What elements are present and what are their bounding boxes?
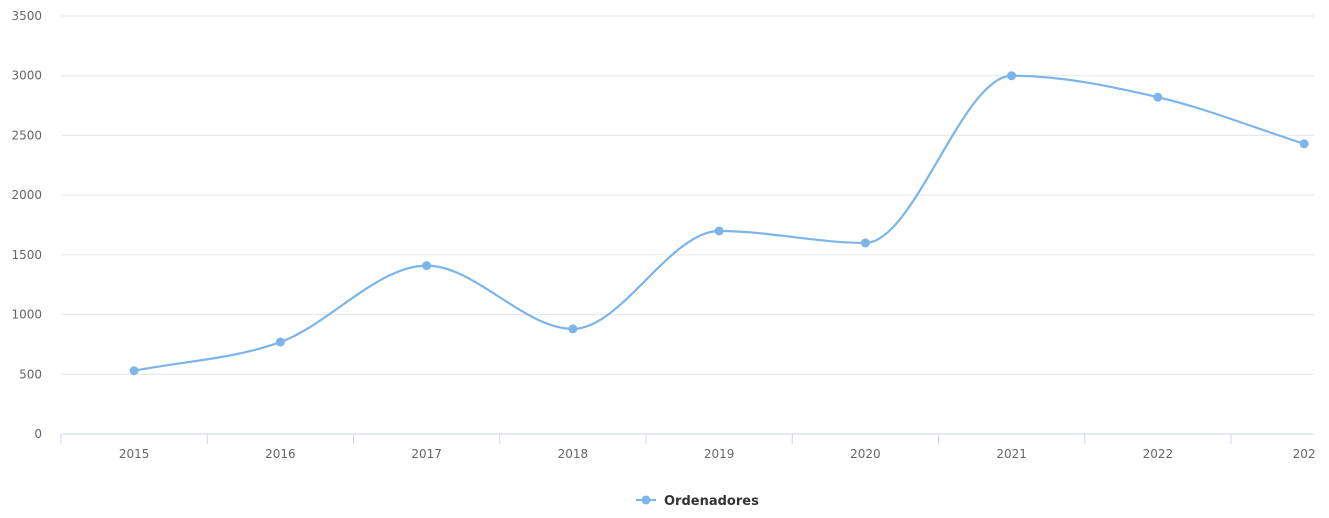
y-axis-tick-labels: 0 500 1000 1500 2000 2500 3000 3500 [11, 9, 42, 441]
data-point[interactable] [714, 226, 724, 236]
series-line [133, 74, 1306, 372]
y-tick-label: 3000 [11, 69, 42, 83]
x-tick-label: 2019 [704, 447, 735, 461]
y-tick-label: 2500 [11, 128, 42, 142]
y-tick-label: 500 [19, 367, 42, 381]
data-point[interactable] [1007, 71, 1017, 81]
grid-lines [61, 15, 1314, 375]
legend-item-label[interactable]: Ordenadores [664, 494, 759, 509]
x-tick-label: 202 [1293, 447, 1316, 461]
x-tick-label: 2018 [558, 447, 589, 461]
x-tick-label: 2016 [265, 447, 296, 461]
x-tick-label: 2022 [1143, 447, 1174, 461]
x-axis-tick-labels: 2015 2016 2017 2018 2019 2020 2021 2022 202 [119, 447, 1316, 461]
x-axis [60, 433, 1314, 444]
data-point[interactable] [568, 324, 578, 334]
data-point[interactable] [1153, 92, 1163, 102]
y-tick-label: 3500 [11, 9, 42, 23]
data-point[interactable] [1299, 139, 1309, 149]
series-group [129, 71, 1309, 376]
data-point[interactable] [129, 366, 139, 376]
legend-point-marker[interactable] [641, 495, 651, 505]
x-tick-label: 2017 [411, 447, 442, 461]
x-tick-label: 2015 [119, 447, 150, 461]
x-tick-label: 2020 [850, 447, 881, 461]
data-point[interactable] [275, 337, 285, 347]
y-tick-label: 1500 [11, 248, 42, 262]
data-point[interactable] [860, 238, 870, 248]
y-tick-label: 1000 [11, 308, 42, 322]
x-tick-label: 2021 [996, 447, 1027, 461]
data-point[interactable] [422, 261, 432, 271]
legend[interactable]: Ordenadores [636, 494, 759, 509]
y-tick-label: 0 [34, 427, 42, 441]
y-tick-label: 2000 [11, 188, 42, 202]
